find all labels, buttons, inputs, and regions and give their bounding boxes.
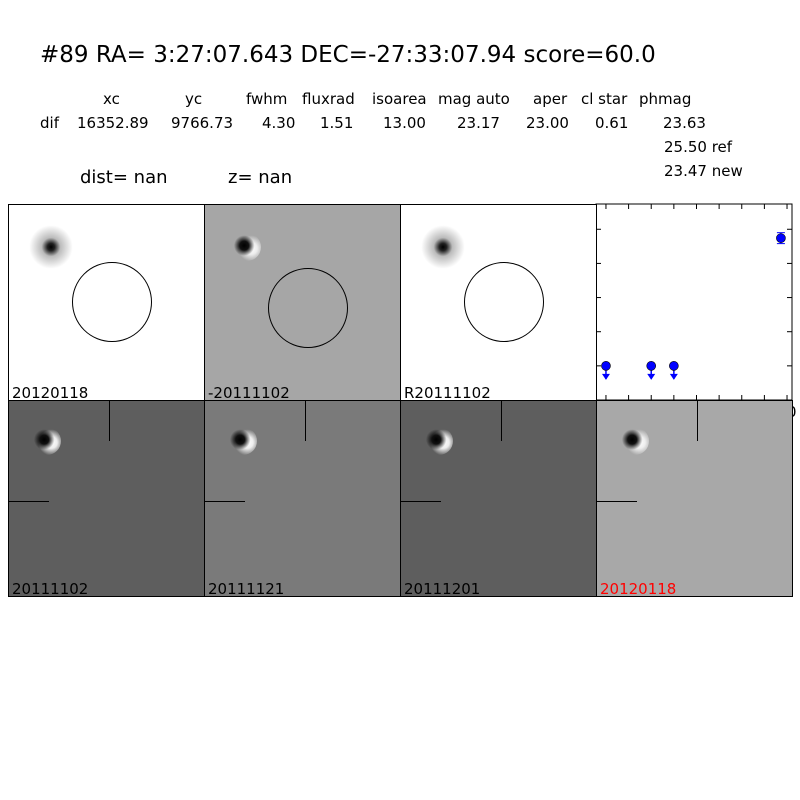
column-value: 0.61 — [595, 114, 629, 132]
upper-limit-arrowhead — [647, 373, 656, 380]
dist-text: dist= nan — [80, 167, 168, 188]
data-point — [601, 361, 611, 371]
source-dipole — [33, 427, 61, 455]
aperture-circle — [72, 262, 152, 342]
crosshair-tick — [597, 501, 637, 503]
image-stamp: -20111102 — [204, 204, 401, 401]
image-stamp: 20111121 — [204, 400, 401, 597]
lightcurve-plot: 23.524.024.525.025.526.00102030405060708… — [557, 203, 797, 421]
stamp-label: -20111102 — [208, 384, 290, 401]
stamp-label: 20120118 — [600, 580, 677, 597]
source-dipole — [229, 427, 257, 455]
upper-limit-arrowhead — [669, 373, 678, 380]
upper-limit-arrowhead — [601, 373, 610, 380]
image-stamp: 20111102 — [8, 400, 205, 597]
column-value: 23.00 — [526, 114, 569, 132]
image-stamp: R20111102 — [400, 204, 597, 401]
column-value: 23.63 — [663, 114, 706, 132]
source-dipole — [621, 427, 649, 455]
image-stamp: 20111201 — [400, 400, 597, 597]
ref-mag: 25.50 ref — [664, 138, 733, 156]
data-point — [776, 233, 786, 243]
source-blob — [29, 225, 73, 269]
column-header: yc — [185, 90, 203, 108]
column-value: 13.00 — [383, 114, 426, 132]
stamp-label: 20120118 — [12, 384, 89, 401]
plot-frame — [595, 203, 793, 401]
source-dipole — [425, 427, 453, 455]
image-stamp: 20120118 — [8, 204, 205, 401]
source-dipole — [233, 233, 261, 261]
crosshair-tick — [9, 501, 49, 503]
column-header: fwhm — [246, 90, 288, 108]
column-value: 1.51 — [320, 114, 354, 132]
column-header: isoarea — [372, 90, 427, 108]
image-stamp: 20120118 — [596, 400, 793, 597]
stamp-label: 20111121 — [208, 580, 285, 597]
column-header: cl star — [581, 90, 628, 108]
data-point — [646, 361, 657, 371]
column-value: 23.17 — [457, 114, 500, 132]
row-label: dif — [40, 114, 59, 132]
stamp-label: 20111201 — [404, 580, 481, 597]
crosshair-tick — [205, 501, 245, 503]
crosshair-tick — [305, 401, 307, 441]
column-value: 16352.89 — [77, 114, 149, 132]
aperture-circle — [268, 268, 348, 348]
column-value: 9766.73 — [171, 114, 234, 132]
crosshair-tick — [109, 401, 111, 441]
aperture-circle — [464, 262, 544, 342]
column-header: fluxrad — [302, 90, 355, 108]
crosshair-tick — [501, 401, 503, 441]
title: #89 RA= 3:27:07.643 DEC=-27:33:07.94 sco… — [40, 42, 656, 68]
column-header: xc — [103, 90, 120, 108]
stamp-label: R20111102 — [404, 384, 491, 401]
crosshair-tick — [697, 401, 699, 441]
column-header: aper — [533, 90, 568, 108]
crosshair-tick — [401, 501, 441, 503]
column-header: mag auto — [438, 90, 510, 108]
source-blob — [421, 225, 465, 269]
data-point — [669, 361, 679, 371]
new-mag: 23.47 new — [664, 162, 743, 180]
column-value: 4.30 — [262, 114, 296, 132]
stamp-label: 20111102 — [12, 580, 89, 597]
z-text: z= nan — [228, 167, 293, 188]
column-header: phmag — [639, 90, 692, 108]
